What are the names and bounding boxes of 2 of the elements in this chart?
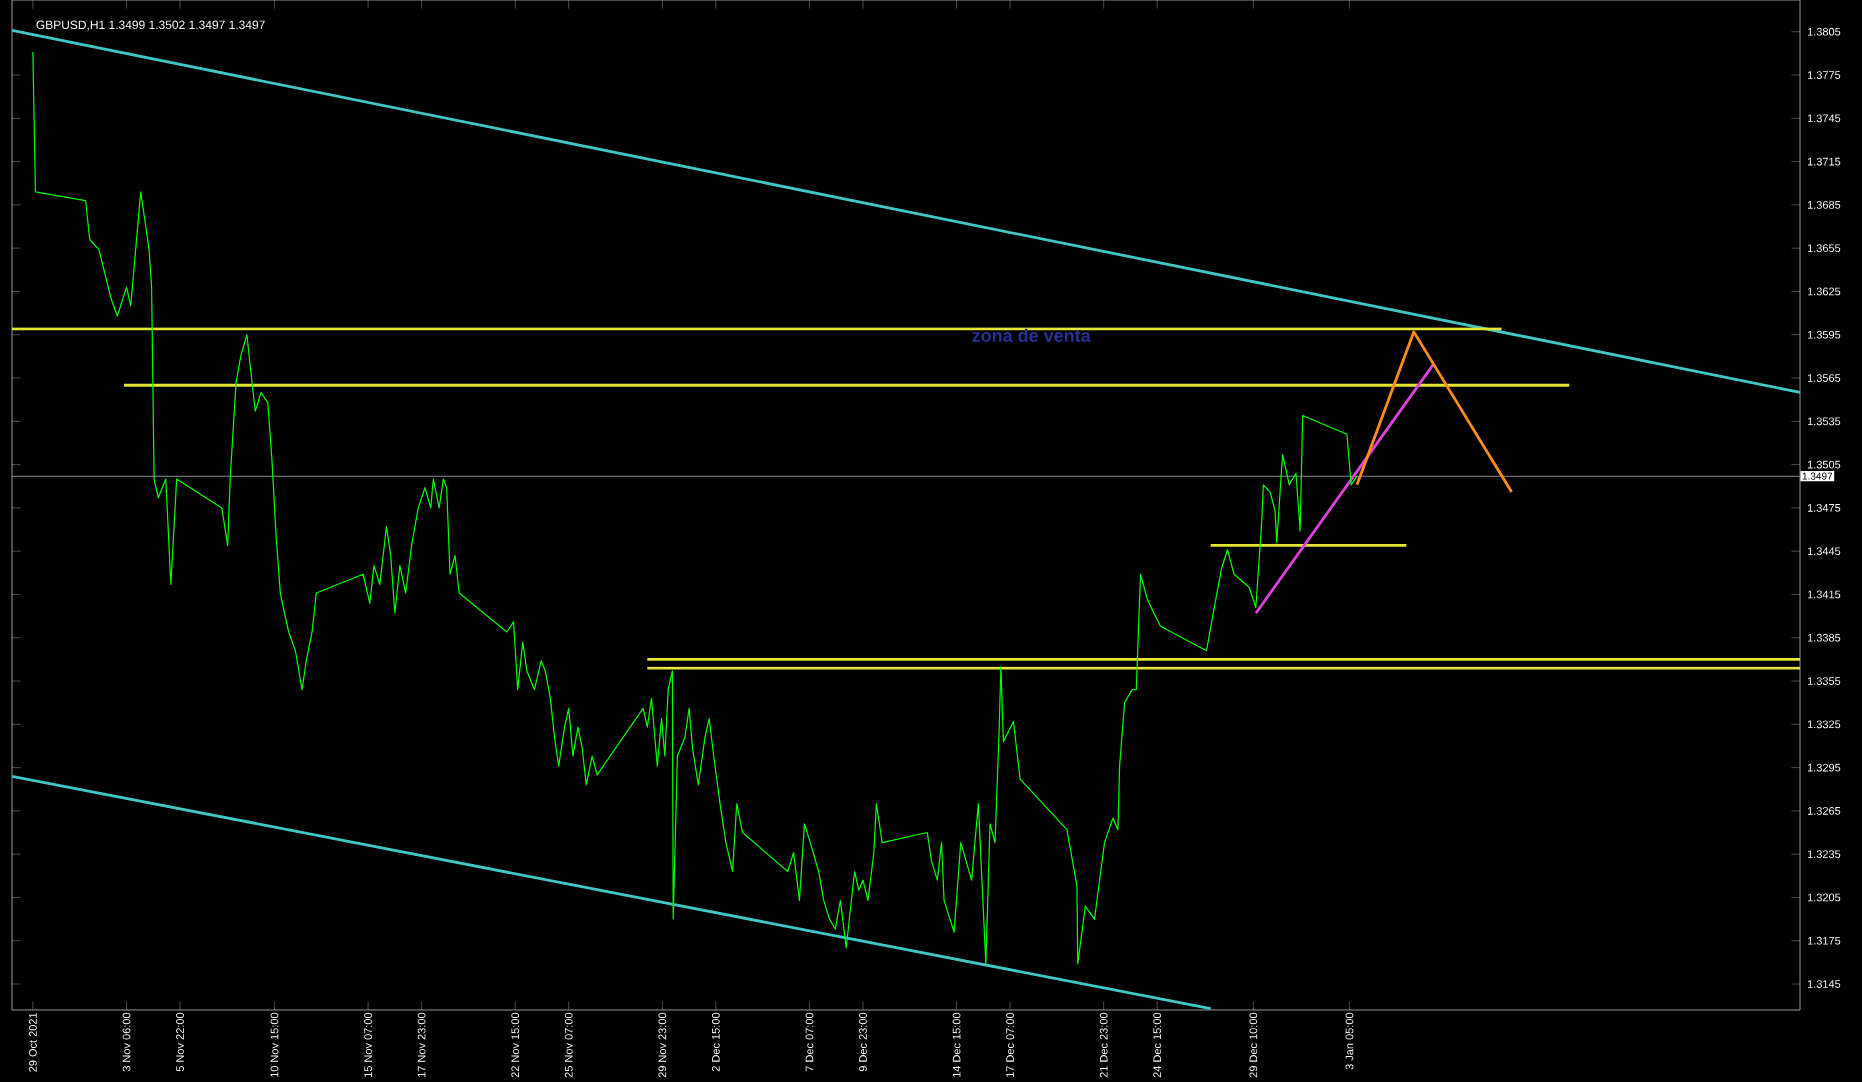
line-series — [32, 51, 1358, 965]
annotation: zona de venta — [972, 328, 1091, 342]
